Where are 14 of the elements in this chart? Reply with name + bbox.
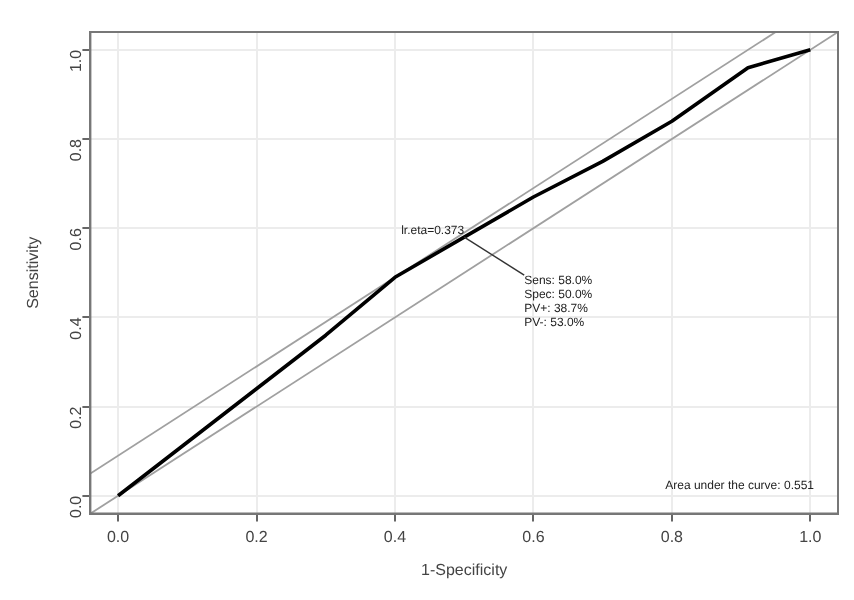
x-tick-label: 0.8	[660, 527, 685, 546]
x-tick-label: 0.4	[383, 527, 408, 546]
y-tick-label: 1.0	[66, 48, 85, 73]
y-tick-label: 0.2	[66, 405, 85, 429]
x-axis-title: 1-Specificity	[421, 560, 508, 579]
y-tick-label: 0.6	[66, 227, 85, 251]
y-tick-label: 0.4	[66, 316, 85, 340]
x-tick-label: 0.2	[245, 527, 269, 546]
y-tick-label: 0.0	[66, 494, 85, 519]
x-tick-label: 0.6	[522, 527, 546, 546]
x-tick-label: 1.0	[799, 527, 823, 546]
y-axis-title: Sensitivity	[24, 236, 43, 309]
x-tick-label: 0.0	[106, 527, 131, 546]
y-tick-label: 0.8	[66, 137, 85, 162]
